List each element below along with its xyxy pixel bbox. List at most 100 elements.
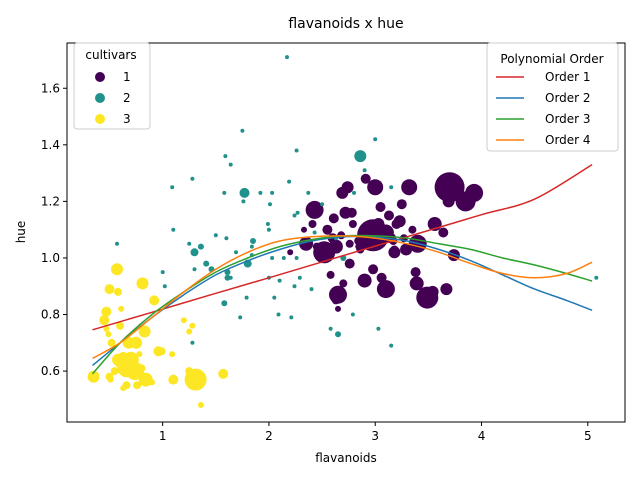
point-cultivar-1-43	[319, 242, 328, 251]
point-cultivar-2-67	[281, 256, 286, 260]
point-cultivar-2-58	[328, 326, 333, 331]
x-tick-label-1: 2	[265, 429, 273, 443]
point-cultivar-1-42	[308, 220, 317, 228]
point-cultivar-1-53	[326, 270, 335, 279]
point-cultivar-2-43	[276, 312, 281, 317]
y-axis-label: hue	[14, 221, 28, 244]
y-tick-label-1: 0.8	[41, 308, 60, 322]
point-cultivar-3-32	[133, 381, 142, 390]
point-cultivar-1-1	[434, 172, 465, 203]
point-cultivar-1-57	[287, 249, 294, 256]
point-cultivar-2-34	[249, 244, 254, 249]
point-cultivar-2-47	[312, 230, 317, 235]
point-cultivar-2-61	[350, 312, 355, 317]
point-cultivar-2-32	[171, 227, 176, 232]
point-cultivar-1-35	[440, 283, 453, 296]
point-cultivar-2-24	[295, 210, 300, 215]
point-cultivar-3-7	[136, 277, 149, 290]
hue-legend: cultivars 1 2 3	[73, 42, 151, 130]
point-cultivar-2-20	[306, 190, 311, 195]
y-tick-label-0: 0.6	[41, 364, 60, 378]
point-cultivar-2-41	[250, 238, 256, 244]
point-cultivar-1-9	[367, 179, 384, 196]
point-cultivar-1-59	[312, 242, 321, 251]
point-cultivar-1-63	[335, 305, 341, 312]
point-cultivar-3-15	[168, 374, 179, 385]
y-tick-label-3: 1.2	[41, 194, 60, 208]
point-cultivar-1-20	[344, 258, 355, 269]
point-cultivar-1-55	[376, 272, 387, 283]
point-cultivar-1-31	[328, 213, 339, 224]
x-tick-label-4: 5	[584, 429, 592, 443]
hue-legend-label-3: 3	[123, 112, 131, 126]
hue-legend-label-2: 2	[123, 91, 131, 105]
fit-line-order-1	[92, 163, 593, 331]
point-cultivar-2-19	[258, 190, 263, 195]
point-cultivar-2-54	[297, 275, 302, 280]
series-cultivar-3	[87, 263, 229, 408]
fit-legend-label-4: Order 4	[545, 133, 591, 147]
point-cultivar-2-21	[352, 190, 356, 195]
point-cultivar-2-56	[241, 199, 246, 204]
point-cultivar-2-55	[213, 233, 218, 238]
point-cultivar-3-40	[118, 305, 125, 312]
point-cultivar-2-17	[222, 190, 227, 195]
point-cultivar-1-39	[442, 195, 455, 208]
point-cultivar-3-21	[116, 321, 125, 330]
point-cultivar-1-33	[346, 207, 357, 218]
y-tick-label-5: 1.6	[41, 81, 60, 95]
point-cultivar-2-37	[162, 284, 167, 289]
point-cultivar-1-4	[465, 183, 484, 202]
point-cultivar-2-39	[160, 270, 165, 275]
fit-line-order-4	[92, 235, 593, 360]
hue-legend-label-1: 1	[123, 70, 131, 84]
point-cultivar-1-36	[322, 224, 333, 235]
point-cultivar-1-8	[401, 179, 418, 196]
point-cultivar-3-10	[101, 306, 112, 317]
point-cultivar-1-37	[375, 202, 386, 212]
point-cultivar-1-26	[400, 243, 413, 256]
point-cultivar-2-11	[223, 154, 228, 159]
x-axis: 1 2 3 4 5	[159, 422, 592, 443]
point-cultivar-1-48	[333, 245, 341, 254]
point-cultivar-2-59	[277, 278, 282, 283]
point-cultivar-2-3	[190, 248, 199, 257]
point-cultivar-2-5	[335, 331, 341, 338]
point-cultivar-1-13	[357, 273, 372, 288]
point-cultivar-2-44	[192, 267, 197, 272]
point-cultivar-2-50	[234, 250, 238, 255]
point-cultivar-1-23	[360, 173, 371, 184]
point-cultivar-2-45	[224, 274, 231, 281]
chart-title: flavanoids x hue	[288, 16, 403, 32]
y-tick-label-4: 1.4	[41, 138, 60, 152]
point-cultivar-1-6	[305, 200, 324, 219]
point-cultivar-1-24	[372, 218, 385, 230]
point-cultivar-1-51	[438, 227, 449, 238]
point-cultivar-3-46	[127, 362, 134, 369]
plot-frame	[66, 42, 626, 423]
fit-legend-box	[486, 42, 619, 152]
point-cultivar-2-42	[244, 295, 249, 300]
point-cultivar-3-30	[185, 367, 194, 376]
point-cultivar-3-14	[130, 336, 143, 349]
fit-legend: Polynomial Order Order 1 Order 2 Order 3…	[486, 42, 619, 152]
point-cultivar-3-47	[136, 351, 143, 358]
fit-legend-label-3: Order 3	[545, 112, 591, 126]
x-tick-label-2: 3	[371, 429, 379, 443]
point-cultivar-3-38	[197, 402, 204, 408]
point-cultivar-2-13	[362, 168, 367, 173]
point-cultivar-2-65	[309, 287, 314, 292]
point-cultivar-2-49	[228, 275, 233, 280]
point-cultivar-3-42	[105, 331, 112, 338]
fit-legend-label-1: Order 1	[545, 70, 591, 84]
point-cultivar-1-22	[341, 181, 354, 194]
x-axis-label: flavanoids	[315, 451, 377, 465]
point-cultivar-2-18	[270, 190, 275, 195]
point-cultivar-2-60	[389, 343, 394, 348]
point-cultivar-2-29	[197, 243, 204, 250]
point-cultivar-1-38	[345, 239, 354, 248]
point-cultivar-2-26	[389, 185, 394, 190]
point-cultivar-3-20	[107, 338, 116, 347]
point-cultivar-1-41	[384, 210, 394, 221]
